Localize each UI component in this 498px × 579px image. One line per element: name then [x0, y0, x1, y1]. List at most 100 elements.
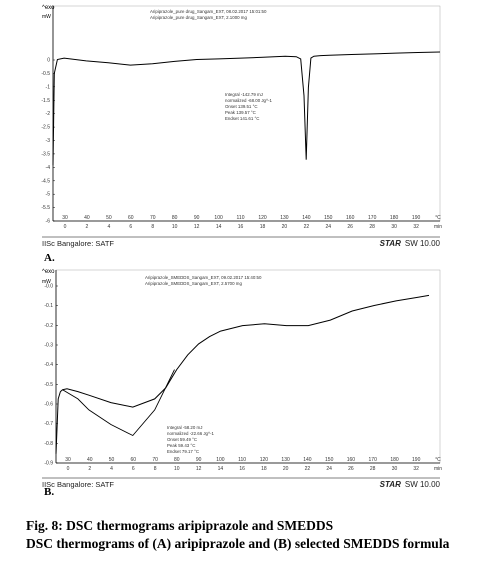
chart-b-annotation-line: Integral -58.20 mJ	[167, 425, 202, 430]
x-temp-tick-label: 80	[172, 215, 178, 221]
chart-b-annotation-line: normalized -22.66 Jg^-1	[167, 431, 215, 436]
panel-label-a: A.	[44, 252, 55, 264]
x-temp-tick-label: 120	[260, 457, 269, 463]
chart-a-footer-right: STAR SW 10.00	[380, 239, 441, 248]
x-time-tick-label: 28	[369, 224, 375, 230]
chart-a-annotation-line: Endset 141.61 °C	[225, 116, 259, 121]
chart-a-annotation-line: Peak 139.57 °C	[225, 110, 256, 115]
y-tick-label: -1.5	[41, 98, 50, 104]
chart-b-footer-left: IISc Bangalore: SATF	[42, 480, 114, 489]
chart-a-header-line-1: Aripiprazole_pure drug_Sangam_EXT, 08.02…	[150, 9, 267, 14]
x-time-tick-label: 2	[86, 224, 89, 230]
chart-b-plot-frame	[55, 269, 441, 464]
x-temp-tick-label: 30	[62, 215, 68, 221]
x-temp-tick-label: 110	[237, 215, 245, 221]
x-temp-tick-label: 160	[347, 457, 356, 463]
x-time-tick-label: 0	[64, 224, 67, 230]
x-temp-tick-label: 170	[369, 457, 378, 463]
x-temp-tick-label: 160	[346, 215, 355, 221]
chart-b-series-line	[55, 294, 430, 454]
x-time-tick-label: 12	[196, 466, 202, 472]
x-time-tick-label: 12	[194, 224, 200, 230]
chart-a-corner-label: ^exo	[42, 5, 55, 11]
y-tick-label: -0.5	[41, 71, 50, 77]
x-temp-tick-label: 70	[150, 215, 156, 221]
chart-b-corner-label: ^exo	[42, 269, 55, 275]
x-temp-tick-label: 100	[214, 215, 223, 221]
y-tick-label: -4	[46, 165, 51, 171]
x-time-tick-label: min	[434, 466, 442, 472]
chart-b-annotation-line: Peak 59.43 °C	[167, 443, 195, 448]
x-time-tick-label: 32	[413, 224, 419, 230]
x-time-tick-label: 16	[239, 466, 245, 472]
figure-caption-description: DSC thermograms of (A) aripiprazole and …	[26, 536, 450, 551]
x-time-tick-label: 20	[283, 466, 289, 472]
chart-b-y-unit: mW	[42, 279, 51, 285]
chart-b-ticks: 30 0 40 2 50 4 60 6 70 8 80 10 90 12 100 14 110 16 120 18 13…	[44, 284, 442, 473]
chart-a-annotation-line: Onset 139.51 °C	[225, 104, 258, 109]
dsc-chart-panel-a: ^exo mW Aripiprazole_pure drug_Sangam_EX…	[0, 0, 498, 262]
y-tick-label: -4.5	[41, 178, 50, 184]
chart-b-peak-annotation: Integral -58.20 mJ normalized -22.66 Jg^…	[167, 425, 215, 454]
chart-a-series-line	[52, 51, 441, 166]
x-time-tick-label: min	[434, 224, 442, 230]
x-temp-tick-label: 120	[258, 215, 267, 221]
y-tick-label: -6	[46, 219, 51, 225]
chart-a-header-line-2: Aripiprazole_pure drug_Sangam_EXT, 2.100…	[150, 15, 247, 20]
y-tick-label: -0.5	[44, 382, 53, 388]
x-temp-tick-label: 190	[412, 215, 421, 221]
y-tick-label: -5.5	[41, 205, 50, 211]
dsc-chart-panel-b: ^exo mW Aripiprazole_SMEDDS_Sangam_EXT, …	[0, 264, 498, 496]
y-tick-label: -3.5	[41, 151, 50, 157]
x-temp-tick-label: 130	[280, 215, 289, 221]
y-tick-label: -1	[46, 84, 51, 90]
x-time-tick-label: 8	[151, 224, 154, 230]
x-temp-tick-label: °C	[435, 457, 441, 463]
dsc-chart-b-svg: ^exo mW Aripiprazole_SMEDDS_Sangam_EXT, …	[42, 269, 442, 489]
chart-b-annotation-line: Endset 79.17 °C	[167, 449, 199, 454]
chart-a-y-unit: mW	[42, 14, 51, 20]
y-tick-label: -0.4	[44, 362, 53, 368]
chart-a-annotation-line: normalized -68.00 Jg^-1	[225, 98, 273, 103]
x-time-tick-label: 28	[370, 466, 376, 472]
x-temp-tick-label: 30	[65, 457, 71, 463]
x-temp-tick-label: 80	[174, 457, 180, 463]
x-time-tick-label: 18	[261, 466, 267, 472]
x-time-tick-label: 16	[238, 224, 244, 230]
panel-label-b: B.	[44, 486, 55, 498]
x-time-tick-label: 6	[129, 224, 132, 230]
x-time-tick-label: 26	[347, 224, 353, 230]
x-temp-tick-label: 180	[390, 457, 399, 463]
chart-b-header-line-1: Aripiprazole_SMEDDS_Sangam_EXT, 09.02.20…	[145, 275, 262, 280]
x-time-tick-label: 6	[132, 466, 135, 472]
x-temp-tick-label: 150	[324, 215, 333, 221]
x-time-tick-label: 4	[110, 466, 113, 472]
x-temp-tick-label: 180	[390, 215, 399, 221]
x-time-tick-label: 24	[326, 224, 332, 230]
y-tick-label: -0.7	[44, 421, 53, 427]
x-temp-tick-label: 100	[216, 457, 225, 463]
y-tick-label: -0.8	[44, 441, 53, 447]
chart-b-integration-baseline	[62, 369, 175, 437]
chart-a-footer-version: SW 10.00	[405, 239, 441, 248]
x-temp-tick-label: 140	[302, 215, 311, 221]
x-temp-tick-label: 60	[131, 457, 137, 463]
x-temp-tick-label: 90	[196, 457, 202, 463]
chart-a-ticks: 30 0 40 2 50 4 60 6 70 8 80 10 90 12 100 14 110 16 120 18 13…	[41, 58, 442, 231]
y-tick-label: -2	[46, 111, 51, 117]
y-tick-label: -5	[46, 192, 51, 198]
x-time-tick-label: 0	[67, 466, 70, 472]
x-temp-tick-label: 40	[87, 457, 93, 463]
x-time-tick-label: 14	[216, 224, 222, 230]
x-temp-tick-label: °C	[435, 215, 441, 221]
x-temp-tick-label: 170	[368, 215, 377, 221]
y-tick-label: -2.5	[41, 125, 50, 131]
y-tick-label: -0.6	[44, 402, 53, 408]
x-time-tick-label: 4	[108, 224, 111, 230]
x-time-tick-label: 26	[348, 466, 354, 472]
x-time-tick-label: 10	[174, 466, 180, 472]
chart-b-footer-right: STAR SW 10.00	[380, 480, 441, 489]
chart-b-annotation-line: Onset 59.49 °C	[167, 437, 197, 442]
dsc-chart-a-svg: ^exo mW Aripiprazole_pure drug_Sangam_EX…	[41, 5, 442, 248]
x-temp-tick-label: 190	[412, 457, 421, 463]
